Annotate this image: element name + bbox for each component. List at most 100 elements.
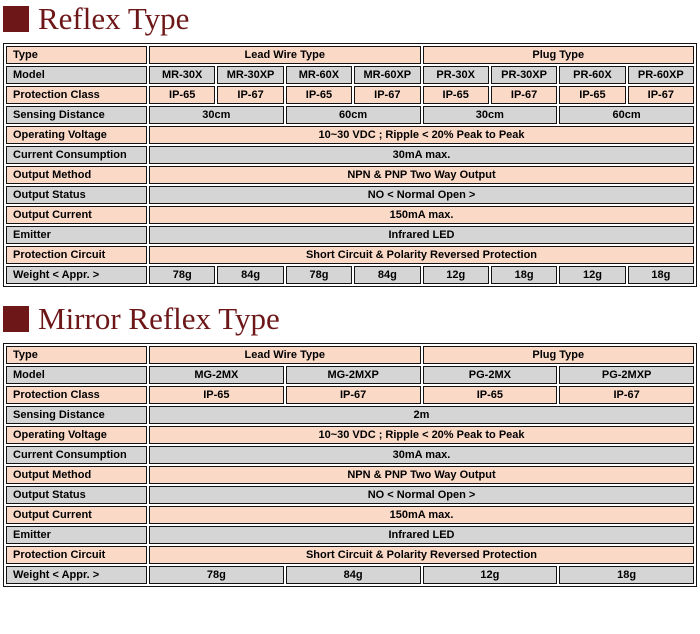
datasheet-page: Reflex Type Type Lead Wire Type Plug Type M… [3, 1, 697, 587]
table-row: Output Current 150mA max. [6, 506, 694, 524]
table-row: Protection Circuit Short Circuit & Polari… [6, 546, 694, 564]
title-square-bullet-icon [3, 6, 29, 32]
section-title-text: Mirror Reflex Type [38, 301, 280, 336]
table-row: Sensing Distance 30cm 60cm 30cm 60cm [6, 106, 694, 124]
value-cell: Plug Type [422, 46, 694, 64]
value-cell: NO < Normal Open > [149, 486, 694, 504]
row-label: Sensing Distance [6, 406, 147, 424]
value-cell: Short Circuit & Polarity Reversed Protec… [149, 246, 694, 264]
value-cell: 30cm [422, 106, 558, 124]
row-label: Output Status [6, 486, 147, 504]
value-cell: 30mA max. [149, 446, 694, 464]
row-label: Output Method [6, 166, 147, 184]
value-cell: 60cm [559, 106, 694, 124]
row-label: Operating Voltage [6, 126, 147, 144]
value-cell: 150mA max. [149, 206, 694, 224]
table-row: Current Consumption 30mA max. [6, 146, 694, 164]
row-label: Output Method [6, 466, 147, 484]
table-row: Model MG-2MX MG-2MXP PG-2MX PG-2MXP [6, 366, 694, 384]
row-label: Type [6, 346, 147, 364]
value-cell: Lead Wire Type [149, 346, 421, 364]
spec-table-reflex: Type Lead Wire Type Plug Type Model MR-30X MR… [3, 43, 697, 287]
spec-table-mirror-reflex: Type Lead Wire Type Plug Type Model MG-2MX MG… [3, 343, 697, 587]
value-cell: NPN & PNP Two Way Output [149, 166, 694, 184]
table-row: Output Method NPN & PNP Two Way Output [6, 466, 694, 484]
row-label: Protection Circuit [6, 546, 147, 564]
value-cell: 84g [354, 266, 421, 284]
value-cell: IP-65 [559, 86, 626, 104]
row-label: Type [6, 46, 147, 64]
value-cell: IP-67 [490, 86, 558, 104]
value-cell: 18g [627, 266, 694, 284]
value-cell: MG-2MX [149, 366, 284, 384]
value-cell: NPN & PNP Two Way Output [149, 466, 694, 484]
value-cell: MR-30XP [217, 66, 284, 84]
table-row: Operating Voltage 10~30 VDC ; Ripple < 20… [6, 426, 694, 444]
value-cell: PG-2MXP [559, 366, 694, 384]
section-mirror-reflex-type: Mirror Reflex Type Type Lead Wire Type Plu… [3, 301, 697, 587]
value-cell: IP-67 [285, 386, 421, 404]
table-row: Sensing Distance 2m [6, 406, 694, 424]
value-cell: 78g [149, 566, 284, 584]
value-cell: 12g [422, 566, 558, 584]
row-label: Weight < Appr. > [6, 266, 147, 284]
value-cell: 18g [490, 266, 558, 284]
table-row: Weight < Appr. >78g 84g 78g 84g 12g 18g 12g 18g [6, 266, 694, 284]
row-label: Protection Class [6, 86, 147, 104]
value-cell: IP-67 [559, 386, 694, 404]
value-cell: PG-2MX [422, 366, 558, 384]
table-row: Output Status NO < Normal Open > [6, 486, 694, 504]
row-label: Model [6, 366, 147, 384]
table-row: Emitter Infrared LED [6, 526, 694, 544]
value-cell: 2m [149, 406, 694, 424]
value-cell: IP-67 [627, 86, 694, 104]
table-row: Output Status NO < Normal Open > [6, 186, 694, 204]
row-label: Emitter [6, 226, 147, 244]
section-title: Mirror Reflex Type [3, 301, 697, 336]
row-label: Weight < Appr. > [6, 566, 147, 584]
table-row: Protection Class IP-65 IP-67 IP-65 IP-67 IP-6… [6, 86, 694, 104]
value-cell: PR-30X [422, 66, 489, 84]
value-cell: IP-65 [422, 86, 489, 104]
value-cell: IP-67 [217, 86, 284, 104]
value-cell: 30cm [149, 106, 284, 124]
table-row: Output Current 150mA max. [6, 206, 694, 224]
value-cell: 84g [217, 266, 284, 284]
value-cell: MG-2MXP [285, 366, 421, 384]
row-label: Protection Class [6, 386, 147, 404]
value-cell: IP-67 [354, 86, 421, 104]
value-cell: 10~30 VDC ; Ripple < 20% Peak to Peak [149, 126, 694, 144]
value-cell: 84g [285, 566, 421, 584]
row-label: Model [6, 66, 147, 84]
value-cell: Infrared LED [149, 526, 694, 544]
value-cell: 12g [559, 266, 626, 284]
table-row: Emitter Infrared LED [6, 226, 694, 244]
value-cell: MR-60X [285, 66, 353, 84]
section-title-text: Reflex Type [38, 1, 190, 36]
table-row: Current Consumption 30mA max. [6, 446, 694, 464]
table-row: Output Method NPN & PNP Two Way Output [6, 166, 694, 184]
value-cell: 12g [422, 266, 489, 284]
value-cell: Lead Wire Type [149, 46, 421, 64]
value-cell: Short Circuit & Polarity Reversed Protec… [149, 546, 694, 564]
value-cell: MR-60XP [354, 66, 421, 84]
value-cell: 18g [559, 566, 694, 584]
row-label: Output Status [6, 186, 147, 204]
value-cell: Plug Type [422, 346, 694, 364]
row-label: Current Consumption [6, 146, 147, 164]
table-row: Operating Voltage 10~30 VDC ; Ripple < 20… [6, 126, 694, 144]
row-label: Output Current [6, 206, 147, 224]
value-cell: 30mA max. [149, 146, 694, 164]
row-label: Emitter [6, 526, 147, 544]
value-cell: 60cm [285, 106, 421, 124]
value-cell: IP-65 [422, 386, 558, 404]
row-label: Output Current [6, 506, 147, 524]
value-cell: 150mA max. [149, 506, 694, 524]
value-cell: PR-60XP [627, 66, 694, 84]
table-row: Model MR-30X MR-30XP MR-60X MR-60XP PR-30X PR-… [6, 66, 694, 84]
value-cell: IP-65 [149, 86, 216, 104]
value-cell: PR-30XP [490, 66, 558, 84]
table-row: Protection Circuit Short Circuit & Polari… [6, 246, 694, 264]
table-row: Weight < Appr. >78g 84g 12g 18g [6, 566, 694, 584]
section-title: Reflex Type [3, 1, 697, 36]
